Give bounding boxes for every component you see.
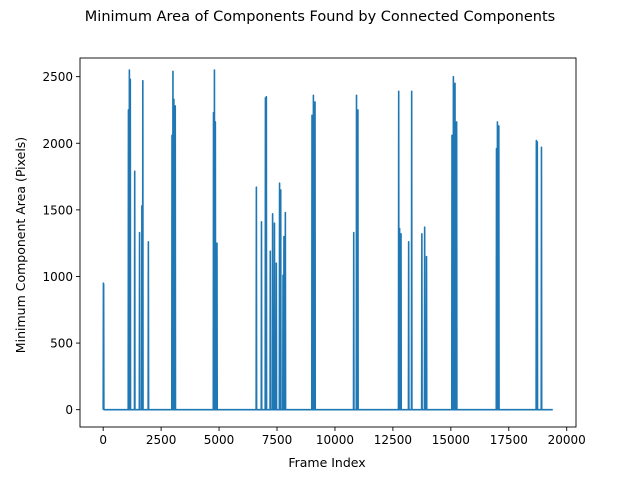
x-tick-label: 2500 bbox=[146, 433, 177, 447]
chart-title: Minimum Area of Components Found by Conn… bbox=[85, 9, 555, 25]
x-tick-label: 12500 bbox=[374, 433, 412, 447]
x-tick-label: 0 bbox=[99, 433, 107, 447]
x-tick-label: 15000 bbox=[432, 433, 470, 447]
y-tick-label: 1000 bbox=[42, 270, 73, 284]
y-tick-label: 500 bbox=[50, 337, 73, 351]
x-tick-label: 5000 bbox=[204, 433, 235, 447]
x-tick-label: 20000 bbox=[548, 433, 586, 447]
y-tick-label: 1500 bbox=[42, 203, 73, 217]
x-tick-label: 7500 bbox=[262, 433, 293, 447]
x-axis-label: Frame Index bbox=[288, 455, 365, 470]
x-axis-ticks: 0 2500 5000 7500 10000 12500 15000 17500 20000 bbox=[99, 427, 586, 447]
plot-data bbox=[102, 69, 553, 411]
y-axis-label: Minimum Component Area (Pixels) bbox=[13, 137, 28, 353]
y-tick-label: 0 bbox=[65, 403, 73, 417]
y-tick-label: 2000 bbox=[42, 137, 73, 151]
axes-frame bbox=[79, 57, 577, 428]
series-line bbox=[102, 69, 553, 411]
y-axis-ticks: 0 500 1000 1500 2000 2500 bbox=[42, 70, 80, 417]
y-tick-label: 2500 bbox=[42, 70, 73, 84]
x-tick-label: 10000 bbox=[316, 433, 354, 447]
x-tick-label: 17500 bbox=[490, 433, 528, 447]
